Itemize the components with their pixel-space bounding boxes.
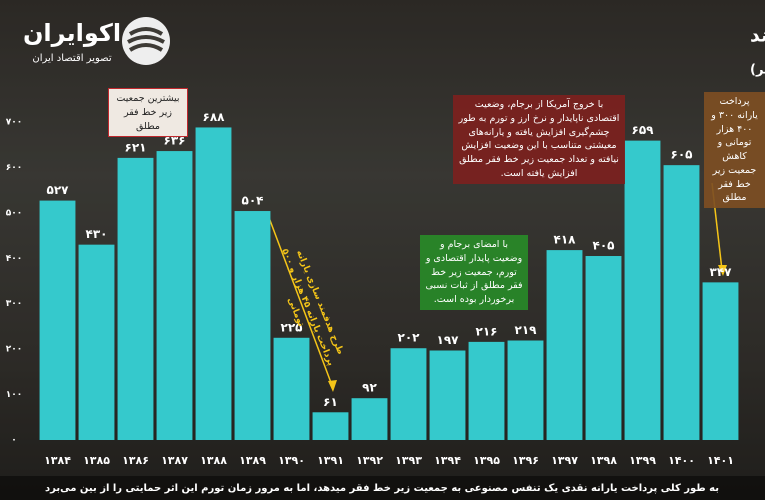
bar: [507, 340, 544, 440]
arrow-head: [718, 265, 727, 276]
value-label: ۶۱: [323, 395, 338, 409]
x-tick-label: ۱۴۰۱: [707, 454, 734, 467]
bar: [78, 244, 115, 440]
bar: [273, 337, 310, 440]
x-tick-label: ۱۳۸۴: [44, 454, 71, 467]
x-tick-label: ۱۳۹۹: [629, 454, 656, 467]
x-tick-label: ۱۳۹۶: [512, 454, 539, 467]
bar: [312, 412, 349, 440]
chart-title: جمعیت افرادی که با کمتر از ۲ دلار در روز…: [750, 24, 765, 47]
y-tick-label: ۰: [11, 436, 17, 446]
value-label: ۴۱۸: [554, 233, 577, 247]
bar: [39, 200, 76, 440]
value-label: ۶۲۱: [125, 140, 147, 154]
value-label: ۶۵۹: [632, 123, 655, 137]
footer-note: به طور کلی پرداخت یارانه نقدی یک تنفس مص…: [45, 483, 719, 494]
y-tick-label: ۷۰۰: [6, 118, 22, 128]
bar: [585, 256, 622, 440]
y-tick-label: ۵۰۰: [6, 208, 22, 218]
y-tick-label: ۴۰۰: [6, 254, 22, 264]
annotation: با امضای برجام و وضعیت پایدار اقتصادی و …: [420, 235, 528, 310]
bar: [624, 140, 661, 440]
chart-subtitle: (واحد: هزار نفر): [750, 63, 765, 78]
value-label: ۱۹۷: [437, 333, 460, 347]
x-tick-label: ۱۳۹۰: [278, 454, 305, 467]
arrow: [267, 214, 334, 389]
x-tick-label: ۱۳۹۱: [317, 454, 344, 467]
bar: [117, 157, 154, 441]
bar: [702, 282, 739, 440]
x-tick-label: ۱۳۹۸: [590, 454, 617, 467]
x-tick-label: ۱۳۹۲: [356, 454, 383, 467]
x-tick-label: ۱۳۹۴: [434, 454, 461, 467]
value-label: ۶۰۵: [671, 148, 693, 162]
annotation: با خروج آمریکا از برجام، وضعیت اقتصادی ن…: [453, 95, 625, 184]
value-label: ۲۲۵: [281, 320, 303, 334]
x-tick-label: ۱۳۸۶: [122, 454, 149, 467]
logo-icon: [122, 17, 170, 65]
value-label: ۵۲۷: [47, 183, 70, 197]
y-tick-label: ۱۰۰: [6, 390, 22, 400]
y-tick-label: ۲۰۰: [6, 345, 22, 355]
bar: [351, 398, 388, 440]
value-label: ۲۱۶: [476, 324, 498, 338]
x-tick-label: ۱۳۹۵: [473, 454, 500, 467]
bar: [390, 348, 427, 440]
value-label: ۲۱۹: [515, 323, 538, 337]
value-label: ۶۸۸: [203, 110, 226, 124]
bar: [234, 211, 271, 440]
value-label: ۵۰۴: [242, 194, 264, 208]
footer-band: [0, 476, 765, 500]
x-tick-label: ۱۴۰۰: [668, 454, 695, 467]
logo-tagline: تصویر اقتصاد ایران: [32, 53, 111, 64]
bar: [468, 341, 505, 440]
x-tick-label: ۱۳۸۷: [161, 454, 188, 467]
value-label: ۲۰۲: [398, 331, 421, 345]
x-tick-label: ۱۳۸۵: [83, 454, 110, 467]
bar: [663, 165, 700, 440]
annotation: پرداخت یارانه ۳۰۰ و ۴۰۰ هزار تومانی و کا…: [704, 92, 765, 209]
value-label: ۳۴۷: [710, 265, 733, 279]
x-tick-label: ۱۳۸۸: [200, 454, 227, 467]
y-tick-label: ۶۰۰: [6, 163, 22, 173]
logo-name: اکوایران: [23, 19, 121, 47]
bar: [156, 151, 193, 440]
bar: [546, 250, 583, 440]
annotation: بیشترین جمعیت زیر خط فقر مطلق: [108, 88, 188, 138]
value-label: ۴۳۰: [86, 227, 108, 241]
x-tick-label: ۱۳۸۹: [239, 454, 266, 467]
value-label: ۹۲: [362, 381, 377, 395]
y-tick-label: ۳۰۰: [6, 299, 22, 309]
x-tick-label: ۱۳۹۳: [395, 454, 422, 467]
x-tick-label: ۱۳۹۷: [551, 454, 578, 467]
arrow-head: [328, 380, 337, 392]
value-label: ۴۰۵: [593, 239, 615, 253]
bar: [429, 350, 466, 440]
bar: [195, 127, 232, 441]
